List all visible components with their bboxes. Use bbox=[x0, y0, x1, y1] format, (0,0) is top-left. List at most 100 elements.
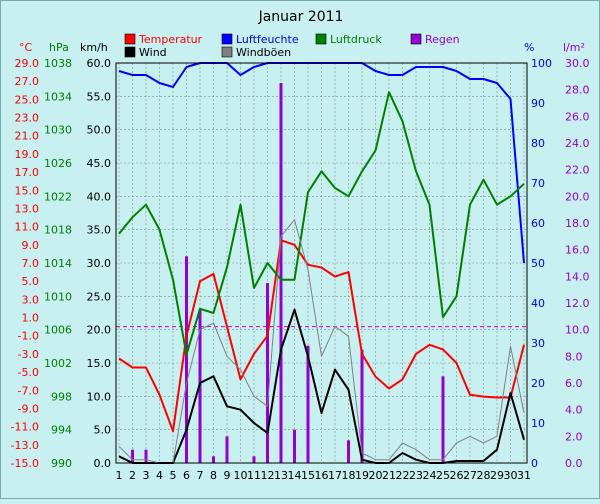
rain-bar bbox=[279, 83, 283, 463]
tick-label-temperature: -15.0 bbox=[11, 457, 39, 470]
tick-label-temperature: 21.0 bbox=[15, 130, 40, 143]
tick-label-temperature: 5.0 bbox=[22, 275, 40, 288]
tick-label-day: 2 bbox=[129, 469, 136, 482]
tick-label-temperature: -5.0 bbox=[18, 366, 39, 379]
tick-label-temperature: 29.0 bbox=[15, 57, 40, 70]
tick-label-day: 7 bbox=[197, 469, 204, 482]
chart-title: Januar 2011 bbox=[258, 9, 344, 25]
tick-label-day: 21 bbox=[382, 469, 396, 482]
tick-label-wind: 55.0 bbox=[87, 90, 112, 103]
tick-label-rain: 16.0 bbox=[565, 244, 590, 257]
tick-label-day: 17 bbox=[328, 469, 342, 482]
axes: 29.027.025.023.021.019.017.015.013.011.0… bbox=[11, 57, 590, 482]
tick-label-rain: 8.0 bbox=[565, 350, 583, 363]
tick-label-humidity: 10 bbox=[531, 417, 545, 430]
tick-label-humidity: 40 bbox=[531, 297, 545, 310]
tick-label-day: 19 bbox=[355, 469, 369, 482]
tick-label-day: 31 bbox=[517, 469, 531, 482]
rain-bar bbox=[185, 256, 188, 463]
tick-label-pressure: 1010 bbox=[44, 290, 72, 303]
tick-label-rain: 18.0 bbox=[565, 217, 590, 230]
tick-label-humidity: 100 bbox=[531, 57, 552, 70]
tick-label-pressure: 1030 bbox=[44, 124, 72, 137]
tick-label-temperature: 23.0 bbox=[15, 112, 40, 125]
rain-bar bbox=[266, 283, 269, 463]
tick-label-day: 1 bbox=[116, 469, 123, 482]
tick-label-wind: 40.0 bbox=[87, 190, 112, 203]
tick-label-rain: 28.0 bbox=[565, 84, 590, 97]
tick-label-wind: 30.0 bbox=[87, 257, 112, 270]
rain-bar bbox=[252, 456, 256, 463]
rain-bar bbox=[360, 349, 364, 463]
tick-label-temperature: -3.0 bbox=[18, 348, 39, 361]
tick-label-day: 22 bbox=[396, 469, 410, 482]
tick-label-day: 24 bbox=[423, 469, 437, 482]
tick-label-rain: 20.0 bbox=[565, 190, 590, 203]
tick-label-day: 27 bbox=[463, 469, 477, 482]
tick-label-rain: 24.0 bbox=[565, 137, 590, 150]
tick-label-day: 16 bbox=[315, 469, 329, 482]
rain-bar bbox=[347, 440, 350, 463]
series-line-luftdruck bbox=[118, 91, 525, 356]
legend-swatch-windboeen bbox=[221, 46, 233, 58]
tick-label-rain: 10.0 bbox=[565, 324, 590, 337]
tick-label-temperature: -7.0 bbox=[18, 384, 39, 397]
tick-label-temperature: 3.0 bbox=[22, 293, 40, 306]
rain-bar bbox=[441, 376, 445, 463]
legend-label-temperatur: Temperatur bbox=[138, 33, 203, 46]
tick-label-day: 6 bbox=[183, 469, 190, 482]
tick-label-wind: 25.0 bbox=[87, 290, 112, 303]
tick-label-rain: 26.0 bbox=[565, 110, 590, 123]
tick-label-day: 29 bbox=[490, 469, 504, 482]
tick-label-pressure: 1038 bbox=[44, 57, 72, 70]
rain-bar bbox=[225, 436, 229, 463]
tick-label-rain: 4.0 bbox=[565, 404, 583, 417]
axis-units: °C hPa km/h % l/m² bbox=[19, 41, 585, 54]
tick-label-temperature: 15.0 bbox=[15, 184, 40, 197]
tick-label-day: 10 bbox=[234, 469, 248, 482]
tick-label-day: 20 bbox=[369, 469, 383, 482]
legend-swatch-regen bbox=[410, 33, 422, 45]
legend-label-luftdruck: Luftdruck bbox=[330, 33, 382, 46]
tick-label-temperature: -11.0 bbox=[11, 421, 39, 434]
series-line-wind bbox=[118, 308, 525, 464]
tick-label-wind: 35.0 bbox=[87, 224, 112, 237]
tick-label-day: 8 bbox=[210, 469, 217, 482]
unit-humidity: % bbox=[524, 41, 534, 54]
tick-label-wind: 15.0 bbox=[87, 357, 112, 370]
tick-label-humidity: 80 bbox=[531, 137, 545, 150]
tick-label-day: 11 bbox=[247, 469, 261, 482]
tick-label-pressure: 1002 bbox=[44, 357, 72, 370]
rain-bars bbox=[131, 83, 445, 463]
tick-label-temperature: 25.0 bbox=[15, 93, 40, 106]
tick-label-humidity: 50 bbox=[531, 257, 545, 270]
legend-label-wind: Wind bbox=[139, 46, 167, 59]
tick-label-pressure: 990 bbox=[51, 457, 72, 470]
tick-label-pressure: 998 bbox=[51, 390, 72, 403]
tick-label-wind: 5.0 bbox=[94, 424, 112, 437]
tick-label-pressure: 1034 bbox=[44, 90, 72, 103]
tick-label-day: 30 bbox=[504, 469, 518, 482]
tick-label-temperature: -9.0 bbox=[18, 402, 39, 415]
tick-label-humidity: 20 bbox=[531, 377, 545, 390]
tick-label-rain: 12.0 bbox=[565, 297, 590, 310]
rain-bar bbox=[212, 456, 215, 463]
tick-label-temperature: 7.0 bbox=[22, 257, 40, 270]
tick-label-temperature: 19.0 bbox=[15, 148, 40, 161]
tick-label-wind: 50.0 bbox=[87, 124, 112, 137]
tick-label-humidity: 0 bbox=[531, 457, 538, 470]
tick-label-wind: 20.0 bbox=[87, 324, 112, 337]
tick-label-pressure: 1006 bbox=[44, 324, 72, 337]
rain-bar bbox=[306, 345, 310, 463]
tick-label-day: 12 bbox=[261, 469, 275, 482]
plot-border bbox=[115, 62, 528, 464]
tick-label-humidity: 90 bbox=[531, 97, 545, 110]
tick-label-temperature: 13.0 bbox=[15, 202, 40, 215]
tick-label-day: 14 bbox=[288, 469, 302, 482]
legend-swatch-luftdruck bbox=[315, 33, 327, 45]
tick-label-day: 3 bbox=[143, 469, 150, 482]
tick-label-pressure: 1018 bbox=[44, 224, 72, 237]
tick-label-temperature: -13.0 bbox=[11, 439, 39, 452]
